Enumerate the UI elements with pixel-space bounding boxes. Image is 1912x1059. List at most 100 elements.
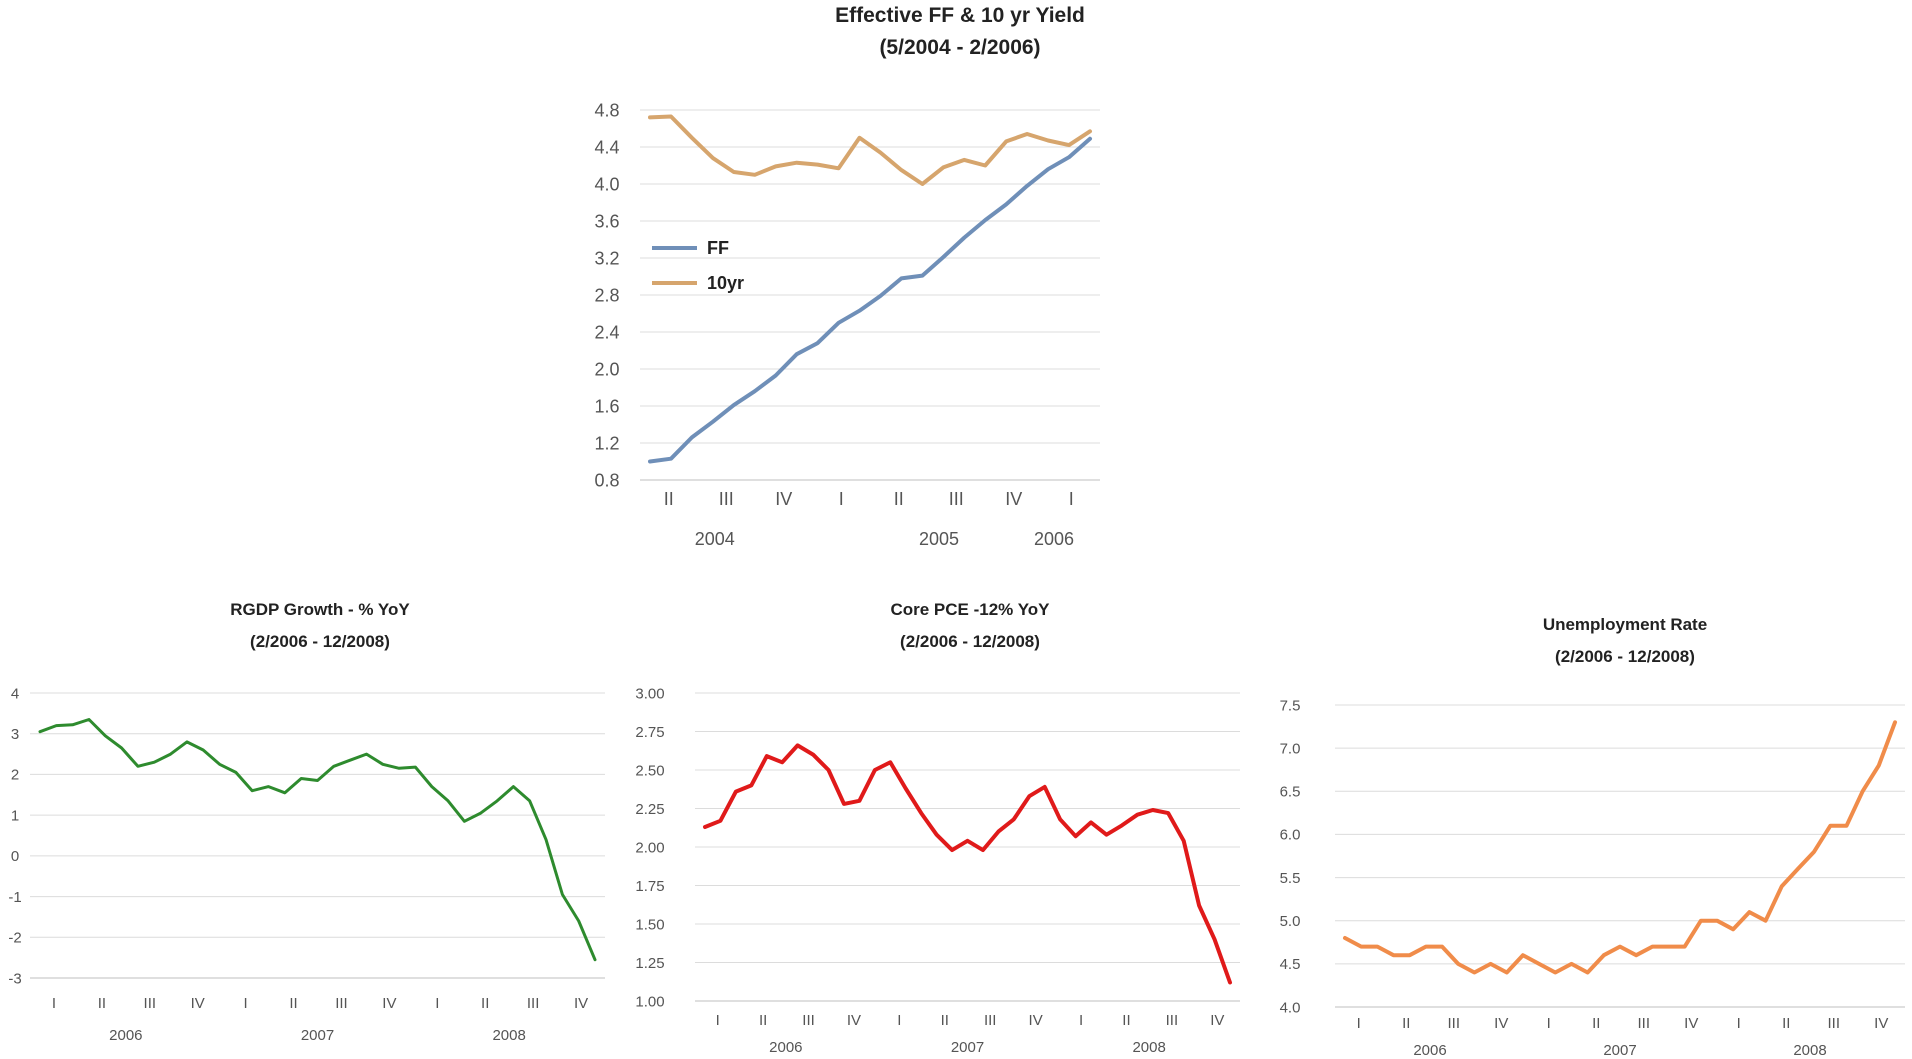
x-quarter-label: IV (191, 995, 205, 1012)
x-quarter-label: II (894, 489, 904, 509)
y-tick-label: 2.25 (635, 801, 664, 818)
x-quarter-label: II (1402, 1015, 1410, 1032)
y-tick-label: 2.75 (635, 724, 664, 741)
series-line-unemployment-rate (1343, 720, 1897, 975)
y-tick-label: 4 (11, 685, 19, 702)
x-quarter-label: II (759, 1012, 767, 1029)
y-tick-label: 1.6 (594, 396, 619, 416)
x-quarter-label: IV (775, 489, 792, 509)
y-tick-label: 4.5 (1280, 956, 1301, 973)
x-quarter-label: II (1122, 1012, 1130, 1029)
x-year-label: 2007 (1603, 1042, 1636, 1059)
x-quarter-label: I (897, 1012, 901, 1029)
core-pce-svg: Core PCE -12% YoY (2/2006 - 12/2008) 3.00 2… (635, 600, 1240, 1056)
y-tick-label: 2.8 (594, 285, 619, 305)
series-line-rgdp-growth (38, 718, 597, 962)
x-quarter-label: II (481, 995, 489, 1012)
rgdp-growth-svg: RGDP Growth - % YoY (2/2006 - 12/2008) 4 3 2… (8, 600, 605, 1044)
x-quarter-label: I (1079, 1012, 1083, 1029)
y-tick-label: 2.0 (594, 359, 619, 379)
y-tick-label: 3 (11, 726, 19, 743)
y-tick-label: 1.75 (635, 878, 664, 895)
x-quarter-label: IV (1684, 1015, 1698, 1032)
x-quarter-label: I (716, 1012, 720, 1029)
unemployment-rate-svg: Unemployment Rate (2/2006 - 12/2008) 7.5 7.… (1280, 615, 1905, 1059)
y-tick-label: -3 (8, 970, 21, 987)
y-tick-label: 4.0 (1280, 999, 1301, 1016)
chart-title: Unemployment Rate (1543, 615, 1707, 634)
y-tick-label: 2.50 (635, 762, 664, 779)
series-line-10yr (648, 114, 1092, 186)
y-tick-label: 4.8 (594, 100, 619, 120)
x-year-label: 2004 (695, 529, 735, 549)
x-quarter-label: IV (1005, 489, 1022, 509)
y-tick-label: 3.2 (594, 248, 619, 268)
ff-10yr-chart: Effective FF & 10 yr Yield (5/2004 - 2/20… (560, 0, 1360, 550)
legend-label: 10yr (707, 273, 744, 293)
y-tick-label: 7.0 (1280, 740, 1301, 757)
x-quarter-label: I (244, 995, 248, 1012)
x-quarter-label: II (1592, 1015, 1600, 1032)
x-quarter-label: III (1827, 1015, 1840, 1032)
x-quarter-label: IV (1210, 1012, 1224, 1029)
y-tick-label: 1.2 (594, 433, 619, 453)
x-quarter-label: III (1166, 1012, 1179, 1029)
chart-title: RGDP Growth - % YoY (230, 600, 410, 619)
core-pce-chart: Core PCE -12% YoY (2/2006 - 12/2008) 3.00 2… (610, 590, 1260, 1059)
y-tick-label: -2 (8, 930, 21, 947)
x-quarter-label: II (289, 995, 297, 1012)
x-quarter-label: II (98, 995, 106, 1012)
y-tick-label: 3.00 (635, 685, 664, 702)
y-tick-label: 6.5 (1280, 784, 1301, 801)
x-quarter-label: III (527, 995, 540, 1012)
y-tick-label: 2.00 (635, 839, 664, 856)
x-quarter-label: I (435, 995, 439, 1012)
y-tick-label: 6.0 (1280, 827, 1301, 844)
y-tick-label: -1 (8, 889, 21, 906)
rgdp-growth-chart: RGDP Growth - % YoY (2/2006 - 12/2008) 4 3 2… (0, 590, 620, 1059)
x-quarter-label: III (144, 995, 157, 1012)
series-line-core-pce (703, 743, 1232, 985)
chart-subtitle: (2/2006 - 12/2008) (250, 632, 390, 651)
y-tick-label: 0.8 (594, 470, 619, 490)
x-quarter-label: II (1782, 1015, 1790, 1032)
series-line-ff (648, 136, 1092, 464)
unemployment-rate-chart: Unemployment Rate (2/2006 - 12/2008) 7.5 7.… (1270, 605, 1912, 1059)
x-quarter-label: I (1737, 1015, 1741, 1032)
x-quarter-label: IV (1029, 1012, 1043, 1029)
y-tick-label: 4.4 (594, 137, 619, 157)
x-year-label: 2006 (109, 1027, 142, 1044)
chart-subtitle: (5/2004 - 2/2006) (879, 36, 1040, 59)
legend-label: FF (707, 238, 729, 258)
x-year-label: 2007 (951, 1039, 984, 1056)
chart-subtitle: (2/2006 - 12/2008) (1555, 647, 1695, 666)
x-year-label: 2008 (1793, 1042, 1826, 1059)
x-year-label: 2006 (1413, 1042, 1446, 1059)
y-tick-label: 4.0 (594, 174, 619, 194)
x-quarter-label: III (802, 1012, 815, 1029)
x-quarter-label: III (984, 1012, 997, 1029)
y-tick-label: 1.50 (635, 916, 664, 933)
x-year-label: 2005 (919, 529, 959, 549)
x-year-label: 2007 (301, 1027, 334, 1044)
y-tick-label: 1.00 (635, 993, 664, 1010)
chart-title: Core PCE -12% YoY (890, 600, 1050, 619)
y-tick-label: 2.4 (594, 322, 619, 342)
x-quarter-label: III (719, 489, 734, 509)
y-tick-label: 5.5 (1280, 870, 1301, 887)
x-quarter-label: IV (847, 1012, 861, 1029)
chart-title: Effective FF & 10 yr Yield (835, 4, 1085, 27)
y-tick-label: 1.25 (635, 955, 664, 972)
x-quarter-label: I (1069, 489, 1074, 509)
y-tick-label: 5.0 (1280, 913, 1301, 930)
y-tick-label: 7.5 (1280, 697, 1301, 714)
x-quarter-label: I (1547, 1015, 1551, 1032)
y-tick-label: 0 (11, 848, 19, 865)
y-tick-label: 3.6 (594, 211, 619, 231)
x-quarter-label: II (941, 1012, 949, 1029)
x-quarter-label: II (664, 489, 674, 509)
x-year-label: 2006 (1034, 529, 1074, 549)
x-year-label: 2008 (1132, 1039, 1165, 1056)
x-year-label: 2006 (769, 1039, 802, 1056)
x-quarter-label: III (1637, 1015, 1650, 1032)
